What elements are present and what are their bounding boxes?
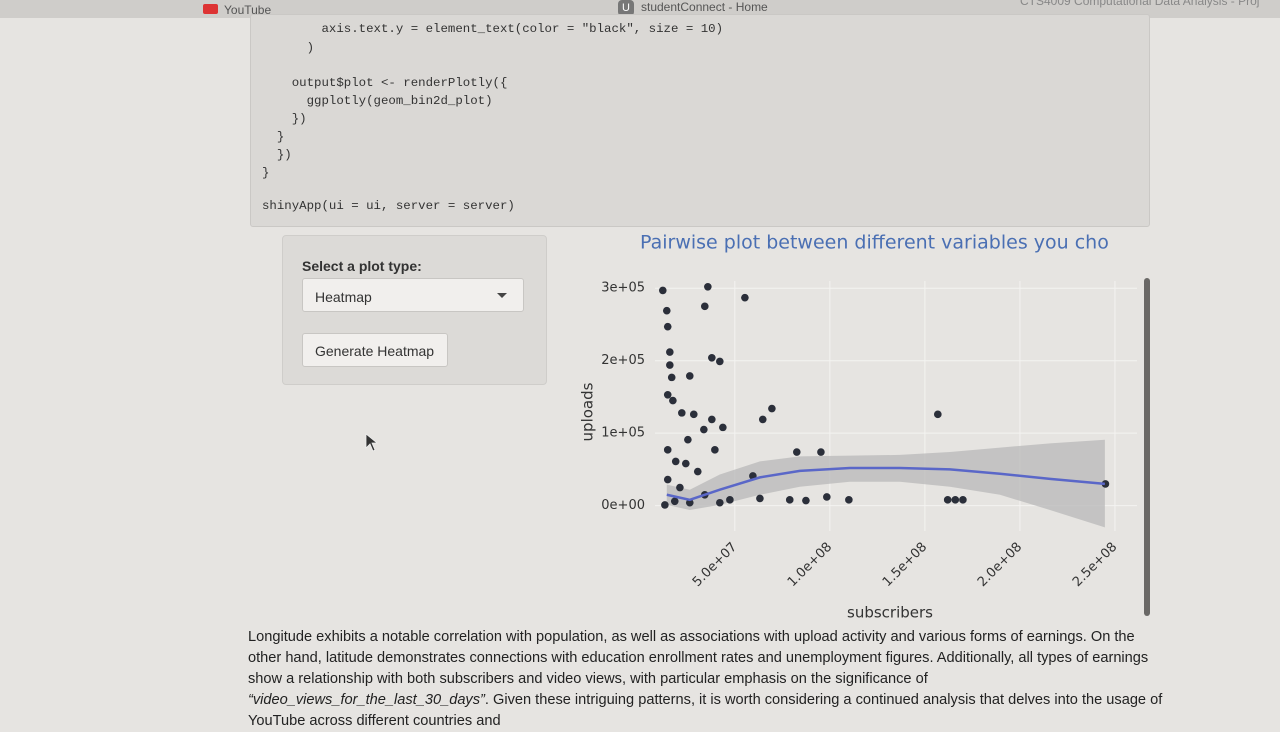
- data-point: [667, 373, 676, 382]
- tab[interactable]: YouTube: [224, 3, 272, 17]
- data-point: [666, 348, 674, 356]
- data-point: [756, 494, 764, 503]
- data-point: [684, 435, 692, 444]
- code-line: ): [262, 41, 315, 55]
- data-point: [951, 496, 960, 504]
- code-line: }): [262, 148, 292, 162]
- mouse-cursor: [365, 433, 379, 452]
- data-point: [661, 501, 669, 509]
- data-point: [719, 423, 727, 432]
- data-point: [658, 286, 667, 295]
- confidence-band: [666, 439, 1105, 528]
- data-point: [704, 282, 712, 291]
- x-tick-label: 1.5e+08: [880, 540, 930, 590]
- code-line: output$plot <- renderPlotly({: [262, 76, 508, 90]
- tab[interactable]: studentConnect - Home: [641, 0, 768, 14]
- data-point: [666, 361, 674, 369]
- data-point: [934, 410, 942, 419]
- x-tick-label: 2.0e+08: [975, 540, 1025, 590]
- data-point: [685, 372, 694, 380]
- y-tick-label: 3e+05: [601, 281, 645, 296]
- browser-tab-bar: YouTube U studentConnect - Home CTS4009 …: [0, 0, 1280, 18]
- data-point: [671, 457, 680, 466]
- data-point: [670, 497, 679, 506]
- data-point: [689, 410, 698, 419]
- youtube-icon: [203, 4, 218, 14]
- scrollbar[interactable]: [1144, 278, 1150, 616]
- x-tick-label: 5.0e+07: [690, 540, 740, 590]
- data-point: [726, 496, 734, 504]
- data-point: [693, 467, 702, 476]
- data-point: [943, 496, 952, 504]
- data-point: [758, 415, 767, 424]
- data-point: [708, 354, 716, 362]
- summary-paragraph: Longitude exhibits a notable correlation…: [248, 627, 1170, 732]
- tab-icon: U: [618, 0, 634, 16]
- code-line: shinyApp(ui = ui, server = server): [262, 199, 515, 213]
- data-point: [1101, 480, 1110, 488]
- data-point: [792, 448, 801, 456]
- data-point: [741, 293, 749, 302]
- generate-button[interactable]: Generate Heatmap: [302, 333, 448, 367]
- data-point: [669, 396, 677, 405]
- data-point: [708, 415, 716, 424]
- data-point: [700, 425, 708, 434]
- data-point: [685, 498, 694, 507]
- data-point: [823, 493, 831, 501]
- data-point: [663, 446, 672, 454]
- emphasis: “video_views_for_the_last_30_days”: [248, 692, 485, 708]
- data-point: [663, 475, 672, 484]
- data-point: [959, 496, 967, 504]
- data-point: [817, 448, 825, 456]
- code-line: }: [262, 166, 270, 180]
- x-axis-label: subscribers: [847, 604, 933, 622]
- data-point: [785, 496, 794, 504]
- y-tick-label: 0e+00: [601, 498, 645, 513]
- text: Longitude exhibits a notable correlation…: [248, 629, 1149, 687]
- chart-title: Pairwise plot between different variable…: [640, 232, 1109, 254]
- data-point: [768, 404, 776, 413]
- data-point: [663, 390, 672, 399]
- y-tick-label: 1e+05: [601, 426, 645, 441]
- code-line: }: [262, 130, 285, 144]
- code-line: axis.text.y = element_text(color = "blac…: [262, 22, 724, 36]
- data-point: [711, 446, 719, 454]
- x-tick-label: 2.5e+08: [1070, 540, 1120, 590]
- data-point: [676, 483, 684, 492]
- trend-line: [666, 466, 1105, 502]
- data-point: [700, 302, 709, 311]
- data-point: [716, 498, 724, 507]
- data-point: [677, 409, 686, 417]
- code-line: ggplotly(geom_bin2d_plot): [262, 94, 493, 108]
- tab[interactable]: CTS4009 Computational Data Analysis - Pr…: [1020, 0, 1260, 8]
- data-point: [845, 496, 853, 504]
- plot-type-select[interactable]: Heatmap: [302, 278, 524, 312]
- x-tick-label: 1.0e+08: [785, 540, 835, 590]
- sidebar-panel: Select a plot type: Heatmap Generate Hea…: [282, 235, 547, 385]
- data-point: [681, 459, 690, 468]
- data-point: [716, 357, 724, 366]
- code-block: axis.text.y = element_text(color = "blac…: [250, 14, 1150, 227]
- y-axis-label: uploads: [579, 382, 597, 441]
- code-line: }): [262, 112, 307, 126]
- data-point: [662, 306, 671, 315]
- data-point: [663, 322, 672, 331]
- select-label: Select a plot type:: [302, 258, 422, 274]
- data-point: [802, 496, 810, 505]
- y-tick-label: 2e+05: [601, 353, 645, 368]
